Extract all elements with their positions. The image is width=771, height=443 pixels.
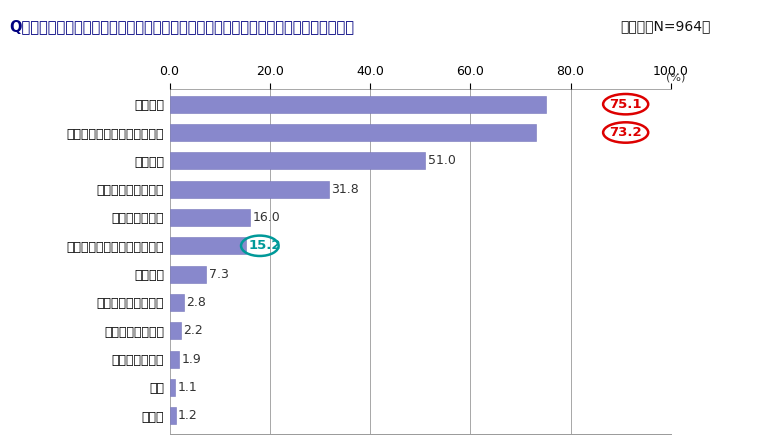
Text: 1.2: 1.2: [178, 409, 198, 422]
Bar: [170, 152, 426, 169]
Text: 全　体【N=964】: 全 体【N=964】: [621, 19, 711, 34]
Bar: [170, 237, 246, 254]
Bar: [170, 350, 179, 368]
Text: 51.0: 51.0: [428, 154, 456, 167]
Bar: [170, 407, 176, 424]
Text: 2.2: 2.2: [183, 324, 203, 337]
Text: 16.0: 16.0: [252, 211, 280, 224]
Text: 31.8: 31.8: [332, 183, 359, 196]
Text: 1.9: 1.9: [182, 353, 201, 365]
Bar: [170, 379, 175, 396]
Bar: [170, 322, 180, 339]
Text: 2.8: 2.8: [186, 296, 206, 309]
Bar: [170, 124, 537, 141]
Text: (%): (%): [666, 73, 686, 83]
Bar: [170, 209, 250, 226]
Text: 15.2: 15.2: [248, 239, 281, 253]
Text: Q４．あなたは普段、天気予報をご覧になる時、どの点に注目しますか。（複数回答）: Q４．あなたは普段、天気予報をご覧になる時、どの点に注目しますか。（複数回答）: [9, 19, 354, 34]
Text: 1.1: 1.1: [177, 381, 197, 394]
Text: 73.2: 73.2: [609, 126, 642, 139]
Text: 7.3: 7.3: [209, 268, 228, 280]
Bar: [170, 181, 329, 198]
Bar: [170, 266, 206, 283]
Bar: [170, 294, 183, 311]
Bar: [170, 96, 546, 113]
Text: 75.1: 75.1: [609, 97, 642, 111]
